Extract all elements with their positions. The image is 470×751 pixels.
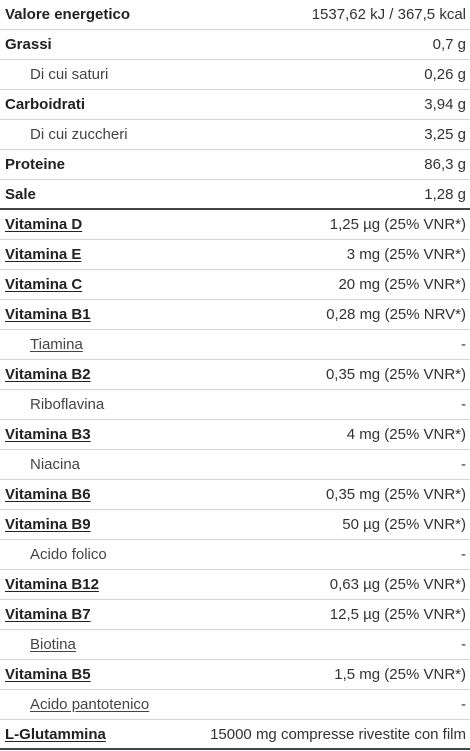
table-row: Di cui zuccheri 3,25 g	[0, 120, 470, 150]
row-value: 0,63 µg (25% VNR*)	[329, 576, 466, 593]
row-label: Acido folico	[30, 546, 107, 563]
row-label: Di cui zuccheri	[30, 126, 128, 143]
row-value: 0,28 mg (25% NRV*)	[326, 306, 466, 323]
vitamin-link[interactable]: Vitamina B7	[5, 606, 91, 623]
table-row: Proteine 86,3 g	[0, 150, 470, 180]
row-value: 0,35 mg (25% VNR*)	[325, 486, 466, 503]
substance-link[interactable]: L-Glutammina	[5, 725, 106, 743]
table-row: Vitamina D 1,25 µg (25% VNR*)	[0, 210, 470, 240]
table-row: Tiamina -	[0, 330, 470, 360]
table-row: Valore energetico 1537,62 kJ / 367,5 kca…	[0, 0, 470, 30]
table-row: Vitamina B2 0,35 mg (25% VNR*)	[0, 360, 470, 390]
table-row: Vitamina B1 0,28 mg (25% NRV*)	[0, 300, 470, 330]
vitamin-link[interactable]: Vitamina B5	[5, 666, 91, 683]
table-row: Carboidrati 3,94 g	[0, 90, 470, 120]
row-value: 1,28 g	[424, 185, 466, 203]
table-row: Sale 1,28 g	[0, 180, 470, 210]
substance-link[interactable]: Tiamina	[30, 336, 83, 353]
row-value: 1,5 mg (25% VNR*)	[334, 666, 466, 683]
table-row: Vitamina B5 1,5 mg (25% VNR*)	[0, 660, 470, 690]
vitamin-link[interactable]: Vitamina B9	[5, 516, 91, 533]
row-value: 86,3 g	[424, 156, 466, 173]
row-value: 0,35 mg (25% VNR*)	[325, 366, 466, 383]
row-value: -	[461, 456, 466, 473]
row-label: Di cui saturi	[30, 66, 109, 83]
row-value: 15000 mg compresse rivestite con film	[210, 725, 466, 743]
row-label: Sale	[5, 185, 36, 203]
row-value: 0,7 g	[432, 36, 466, 53]
table-row: Acido pantotenico -	[0, 690, 470, 720]
row-value: 1537,62 kJ / 367,5 kcal	[311, 6, 466, 23]
row-value: -	[461, 696, 466, 713]
row-label: Proteine	[5, 156, 66, 173]
vitamin-link[interactable]: Vitamina B6	[5, 486, 91, 503]
vitamin-link[interactable]: Vitamina C	[5, 276, 83, 293]
table-row: Di cui saturi 0,26 g	[0, 60, 470, 90]
table-row: Riboflavina -	[0, 390, 470, 420]
row-value: 20 mg (25% VNR*)	[338, 276, 466, 293]
table-row: Grassi 0,7 g	[0, 30, 470, 60]
table-row: L-Glutammina 15000 mg compresse rivestit…	[0, 720, 470, 750]
vitamin-link[interactable]: Vitamina E	[5, 246, 82, 263]
row-value: 3,94 g	[424, 96, 466, 113]
row-value: 3,25 g	[424, 126, 466, 143]
row-value: 4 mg (25% VNR*)	[346, 426, 466, 443]
row-value: 1,25 µg (25% VNR*)	[329, 216, 466, 233]
vitamin-link[interactable]: Vitamina B1	[5, 306, 91, 323]
vitamin-link[interactable]: Vitamina B3	[5, 426, 91, 443]
row-value: -	[461, 636, 466, 653]
table-row: Niacina -	[0, 450, 470, 480]
substance-link[interactable]: Acido pantotenico	[30, 696, 150, 713]
table-row: Vitamina B12 0,63 µg (25% VNR*)	[0, 570, 470, 600]
row-value: -	[461, 396, 466, 413]
substance-link[interactable]: Biotina	[30, 636, 76, 653]
vitamin-link[interactable]: Vitamina B12	[5, 576, 99, 593]
row-value: 12,5 µg (25% VNR*)	[329, 606, 466, 623]
row-value: -	[461, 336, 466, 353]
row-value: 50 µg (25% VNR*)	[342, 516, 466, 533]
row-label: Grassi	[5, 36, 52, 53]
row-value: 0,26 g	[424, 66, 466, 83]
table-row: Vitamina B6 0,35 mg (25% VNR*)	[0, 480, 470, 510]
table-row: Vitamina B9 50 µg (25% VNR*)	[0, 510, 470, 540]
table-row: Biotina -	[0, 630, 470, 660]
table-row: Vitamina E 3 mg (25% VNR*)	[0, 240, 470, 270]
row-label: Niacina	[30, 456, 81, 473]
row-value: -	[461, 546, 466, 563]
vitamin-link[interactable]: Vitamina B2	[5, 366, 91, 383]
table-row: Vitamina C 20 mg (25% VNR*)	[0, 270, 470, 300]
table-row: Vitamina B3 4 mg (25% VNR*)	[0, 420, 470, 450]
row-label: Carboidrati	[5, 96, 86, 113]
table-row: Vitamina B7 12,5 µg (25% VNR*)	[0, 600, 470, 630]
row-value: 3 mg (25% VNR*)	[346, 246, 466, 263]
row-label: Riboflavina	[30, 396, 105, 413]
table-row: Acido folico -	[0, 540, 470, 570]
vitamin-link[interactable]: Vitamina D	[5, 216, 83, 233]
row-label: Valore energetico	[5, 6, 131, 23]
